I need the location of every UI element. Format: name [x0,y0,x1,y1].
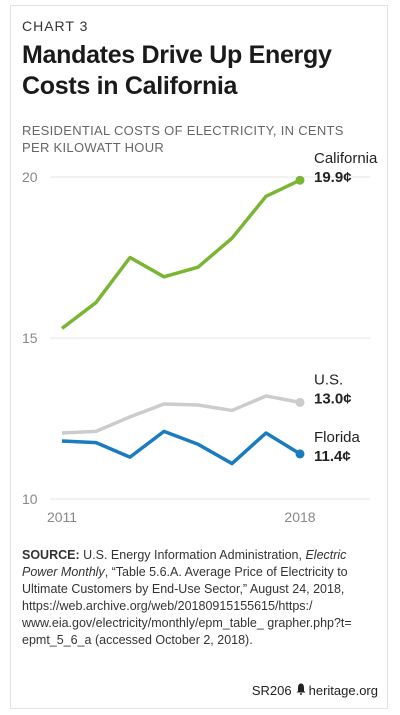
footer-site-link[interactable]: heritage.org [308,683,378,698]
series-value-us: 13.0¢ [314,390,352,407]
liberty-bell-icon [296,683,306,698]
source-note: SOURCE: U.S. Energy Information Administ… [22,547,367,649]
series-value-california: 19.9¢ [314,169,352,186]
series-name-florida: Florida [314,429,361,446]
chart-title: Mandates Drive Up Energy Costs in Califo… [22,41,332,100]
series-name-california: California [314,150,378,167]
series-value-florida: 11.4¢ [314,448,351,465]
card-frame [10,5,388,709]
source-text-2: , “Table 5.6.A. Average Price of Electri… [22,565,352,647]
y-tick-label: 20 [22,169,38,185]
y-tick-label: 10 [22,491,38,507]
footer: SR206 heritage.org [252,683,378,698]
line-chart: 20 15 10 2011 2018 California 19.9¢ U.S. 13.0¢ Fl… [22,150,378,525]
report-code: SR206 [251,683,292,698]
series-end-marker-us [295,397,305,407]
x-tick-label: 2011 [47,509,77,525]
series-end-marker-california [295,175,305,185]
x-tick-label: 2018 [284,509,315,525]
source-text-1: U.S. Energy Information Administration, [79,548,306,562]
series-line-us [61,394,301,435]
chart-kicker: CHART 3 [22,18,89,34]
source-publication: Electric Power Monthly [22,548,347,579]
series-line-california [60,178,301,330]
chart-subtitle: RESIDENTIAL COSTS OF ELECTRICITY, IN CEN… [22,123,344,155]
series-line-florida [61,429,301,466]
source-label: SOURCE: [22,548,80,562]
series-name-us: U.S. [314,371,343,388]
series-end-marker-florida [295,449,305,459]
y-tick-label: 15 [22,330,38,346]
